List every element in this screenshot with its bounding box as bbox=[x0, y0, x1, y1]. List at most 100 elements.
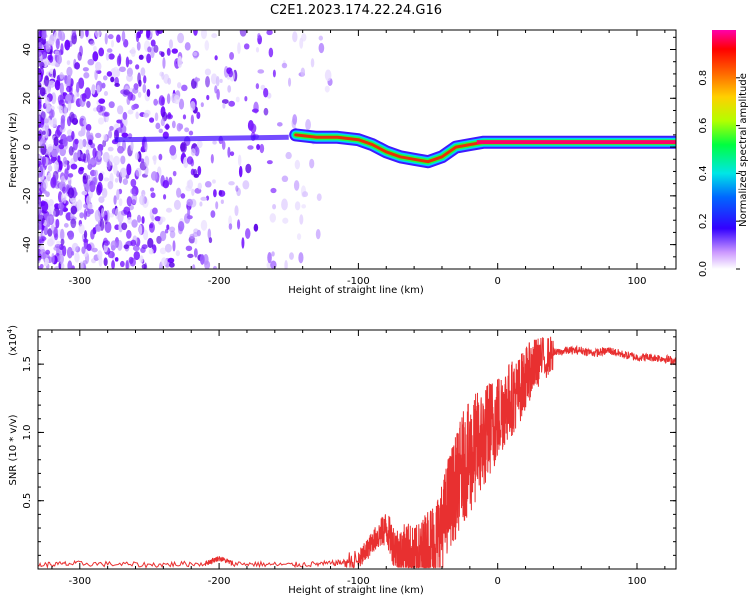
spectrogram-noise-blob bbox=[77, 149, 81, 158]
spectrogram-noise-blob bbox=[298, 252, 304, 264]
spectrogram-noise-blob bbox=[89, 40, 95, 46]
spectrogram-noise-blob bbox=[57, 202, 65, 210]
spectrogram-noise-blob bbox=[121, 30, 126, 43]
spectrogram-noise-blob bbox=[118, 198, 123, 207]
spectrogram-noise-blob bbox=[63, 223, 69, 228]
spectrogram-noise-blob bbox=[168, 262, 175, 268]
spectrogram-noise-blob bbox=[63, 196, 67, 204]
spectrogram-noise-blob bbox=[98, 47, 105, 57]
spectrogram-noise-blob bbox=[191, 188, 195, 196]
spectrogram-noise-blob bbox=[110, 39, 114, 48]
spectrogram-noise-blob bbox=[56, 74, 61, 86]
spectrogram-noise-blob bbox=[150, 171, 158, 181]
spectrogram-noise-blob bbox=[159, 247, 167, 255]
spectrogram-noise-blob bbox=[166, 93, 171, 105]
spectrogram-noise-blob bbox=[172, 240, 176, 252]
spectrogram-noise-blob bbox=[270, 260, 277, 269]
spectrogram-noise-blob bbox=[158, 50, 163, 56]
spectrogram-noise-blob bbox=[197, 182, 202, 190]
spectrogram-noise-blob bbox=[105, 52, 110, 61]
spectrogram-noise-blob bbox=[107, 180, 114, 190]
spectrogram-noise-blob bbox=[77, 51, 82, 61]
spectrogram-noise-blob bbox=[82, 119, 87, 126]
spectrogram-noise-blob bbox=[93, 45, 97, 52]
spectrogram-noise-blob bbox=[181, 84, 188, 92]
spectrogram-noise-blob bbox=[210, 210, 216, 218]
spectrogram-noise-blob bbox=[44, 117, 51, 126]
spectrogram-noise-blob bbox=[103, 177, 110, 182]
spectrogram-noise-blob bbox=[159, 216, 166, 223]
spectrogram-noise-blob bbox=[114, 82, 120, 88]
spectrogram-noise-blob bbox=[52, 68, 56, 79]
spectrogram-noise-blob bbox=[190, 148, 196, 156]
spectrogram-noise-blob bbox=[141, 216, 145, 224]
spectrogram-noise-blob bbox=[57, 155, 61, 164]
snr-x-tick-label: -100 bbox=[347, 576, 370, 587]
spectrogram-noise-blob bbox=[43, 127, 49, 139]
spectrogram-noise-blob bbox=[73, 152, 79, 163]
spectrogram-noise-blob bbox=[257, 33, 261, 39]
spectrogram-noise-blob bbox=[98, 172, 104, 182]
spectrogram-noise-blob bbox=[91, 247, 98, 253]
spectrogram-noise-blob bbox=[51, 149, 58, 158]
spectrogram-noise-blob bbox=[85, 123, 92, 132]
spectrogram-noise-blob bbox=[234, 205, 239, 217]
spectrogram-noise-blob bbox=[125, 56, 130, 68]
spectrogram-noise-blob bbox=[87, 163, 93, 171]
spectrogram-noise-blob bbox=[310, 58, 315, 68]
spectrogram-noise-blob bbox=[41, 201, 49, 212]
spectrogram-noise-blob bbox=[134, 152, 140, 161]
spectrogram-noise-blob bbox=[169, 230, 176, 239]
spectrogram-noise-blob bbox=[190, 158, 195, 167]
spectrogram-y-ticks: -40 -20 0 20 40 bbox=[22, 36, 676, 270]
spectrogram-noise-blob bbox=[242, 180, 250, 190]
spectrogram-noise-blob bbox=[237, 154, 242, 167]
spectrogram-noise-blob bbox=[119, 167, 127, 178]
spectrogram-noise-blob bbox=[177, 55, 183, 68]
spectrogram-noise-blob bbox=[39, 137, 46, 149]
spectrogram-noise-blob bbox=[104, 214, 108, 225]
spectrogram-noise-blob bbox=[169, 144, 177, 156]
spectrogram-noise-blob bbox=[41, 130, 46, 135]
spectrogram-noise-blob bbox=[268, 47, 274, 58]
spectrogram-noise-blob bbox=[213, 265, 217, 269]
spectrogram-noise-blob bbox=[38, 102, 42, 110]
spectrogram-noise-blob bbox=[144, 140, 148, 153]
snr-frame bbox=[37, 329, 677, 570]
spectrogram-noise-blob bbox=[60, 114, 66, 124]
spectrogram-noise-blob bbox=[173, 94, 181, 105]
spectrogram-noise-blob bbox=[60, 228, 65, 241]
spectrogram-noise-blob bbox=[71, 30, 77, 37]
spectrogram-noise-blob bbox=[51, 92, 57, 105]
spectrogram-noise-blob bbox=[116, 34, 121, 43]
spectrogram-noise-blob bbox=[79, 212, 85, 219]
spectrogram-noise-blob bbox=[235, 96, 240, 103]
spectrogram-noise-blob bbox=[148, 248, 154, 255]
spectrogram-noise-blob bbox=[292, 31, 298, 43]
spectrogram-noise-blob bbox=[212, 179, 216, 184]
spectrogram-noise-blob bbox=[175, 250, 180, 257]
spectrogram-noise-blob bbox=[82, 260, 88, 265]
snr-y-scale-label: (x104) bbox=[6, 325, 19, 356]
spectrogram-y-tick-label: 40 bbox=[22, 43, 33, 56]
spectrogram-noise-blob bbox=[71, 242, 79, 252]
spectrogram-noise-blob bbox=[41, 224, 45, 231]
spectrogram-noise-blob bbox=[271, 251, 275, 257]
spectrogram-noise-blob bbox=[70, 163, 78, 170]
spectrogram-noise-blob bbox=[47, 165, 53, 172]
spectrogram-noise-blob bbox=[149, 187, 155, 192]
colorbar-label: Normalized spectral amplitude bbox=[738, 73, 749, 227]
spectrogram-noise-blob bbox=[110, 240, 117, 250]
spectrogram-noise-blob bbox=[263, 107, 269, 116]
spectrogram-noise-blob bbox=[247, 145, 254, 150]
chart-title: C2E1.2023.174.22.24.G16 bbox=[270, 3, 442, 18]
spectrogram-noise-blob bbox=[196, 111, 201, 120]
spectrogram-noise-blob bbox=[213, 189, 217, 198]
spectrogram-noise-blob bbox=[41, 156, 46, 166]
spectrogram-noise-blob bbox=[45, 191, 50, 198]
spectrogram-noise-blob bbox=[125, 259, 129, 269]
spectrogram-noise-blob bbox=[155, 122, 161, 130]
snr-panel: -300 -200 -100 0 100 0.5 1.0 1.5 Height of str… bbox=[6, 325, 677, 596]
spectrogram-noise-blob bbox=[171, 120, 176, 129]
spectrogram-noise-blob bbox=[229, 151, 235, 157]
